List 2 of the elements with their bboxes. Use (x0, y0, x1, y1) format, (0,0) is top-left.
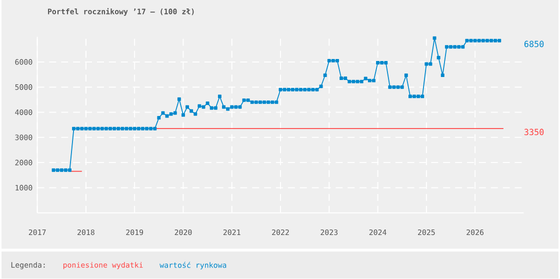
annotation: 6850 (524, 41, 544, 48)
annotation: 3350 (524, 129, 544, 136)
